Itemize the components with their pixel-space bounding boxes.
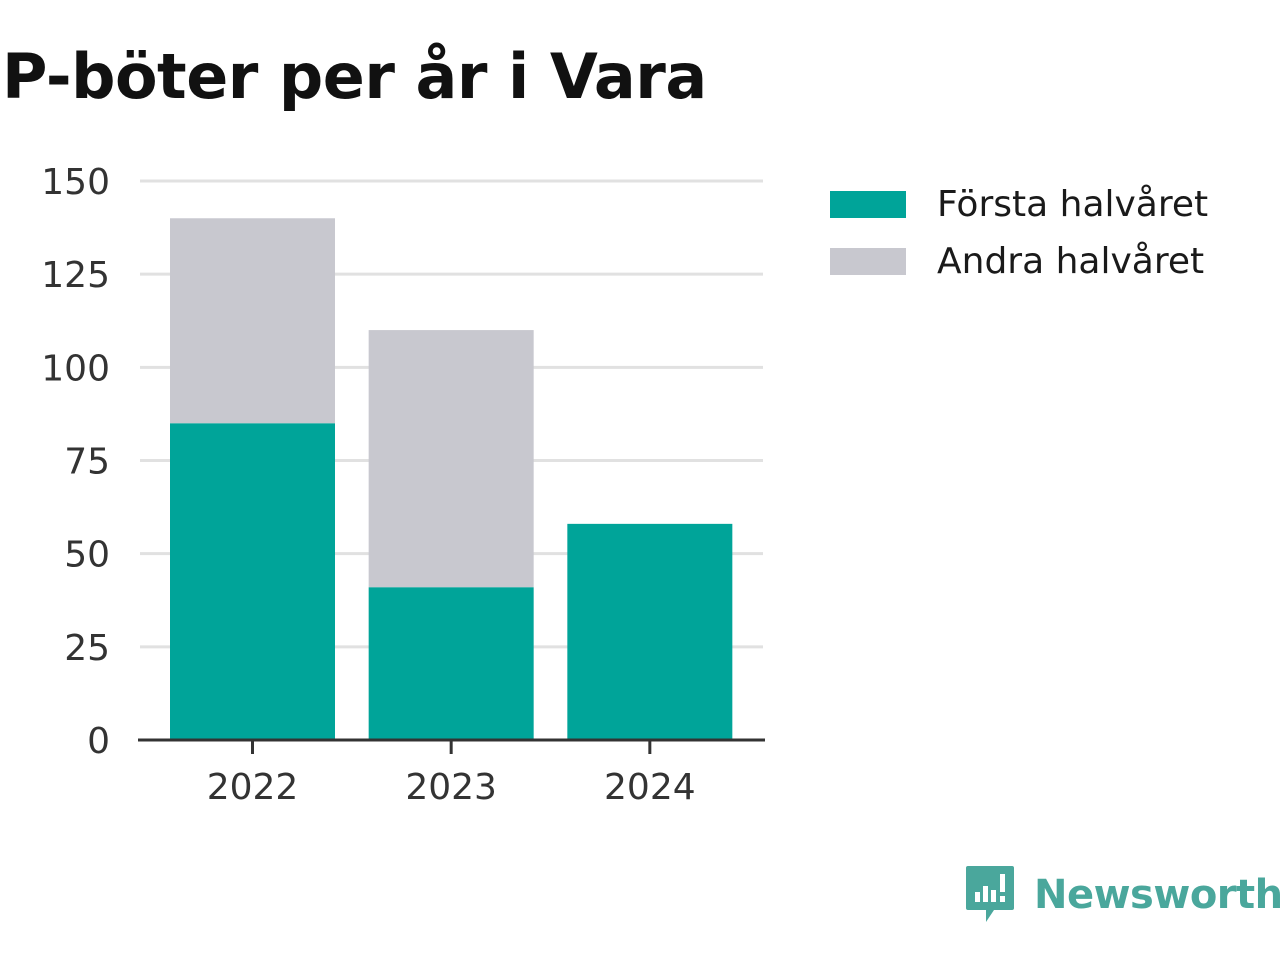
bar-2022-series-2 bbox=[170, 218, 335, 424]
legend-swatch-first-half bbox=[830, 191, 906, 218]
x-tick-label: 2024 bbox=[604, 767, 696, 808]
y-axis-tick-labels: 0 25 50 75 100 125 150 bbox=[41, 162, 110, 762]
x-axis-tick-labels: 2022 2023 2024 bbox=[207, 740, 696, 808]
y-tick-label: 125 bbox=[41, 255, 110, 296]
y-tick-label: 50 bbox=[64, 535, 110, 576]
x-tick-label: 2023 bbox=[405, 767, 497, 808]
newsworthy-logo-icon bbox=[966, 866, 1014, 922]
legend-swatch-second-half bbox=[830, 248, 906, 275]
y-tick-label: 75 bbox=[64, 442, 110, 483]
y-tick-label: 150 bbox=[41, 162, 110, 203]
brand-name: Newsworthy bbox=[1034, 872, 1280, 918]
x-tick-label: 2022 bbox=[207, 767, 299, 808]
legend-label-first-half: Första halvåret bbox=[937, 184, 1209, 225]
bars bbox=[170, 218, 733, 740]
bar-2022-series-1 bbox=[170, 423, 335, 740]
legend: Första halvåret Andra halvåret bbox=[830, 176, 1208, 290]
bar-2023-series-2 bbox=[368, 330, 534, 588]
y-tick-label: 25 bbox=[64, 628, 110, 669]
bar-chart: 0 25 50 75 100 125 150 2022 2023 2024 bbox=[41, 162, 765, 808]
chart-title: P-böter per år i Vara bbox=[2, 40, 707, 113]
legend-item-first-half: Första halvåret bbox=[830, 176, 1208, 233]
legend-label-second-half: Andra halvåret bbox=[937, 241, 1205, 282]
bar-2023-series-1 bbox=[368, 587, 534, 740]
y-tick-label: 100 bbox=[41, 348, 110, 389]
legend-item-second-half: Andra halvåret bbox=[830, 233, 1208, 290]
bar-2024-series-1 bbox=[567, 523, 733, 740]
brand-logo: Newsworthy bbox=[964, 864, 1280, 926]
y-tick-label: 0 bbox=[87, 721, 110, 762]
